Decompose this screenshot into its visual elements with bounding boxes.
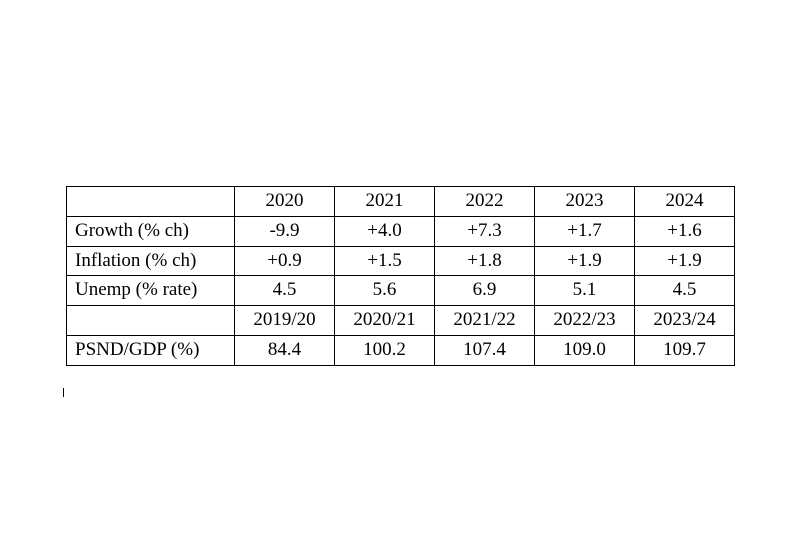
table-row-psnd-gdp: PSND/GDP (%) 84.4 100.2 107.4 109.0 109.…	[67, 335, 735, 365]
col-header: 2022	[435, 187, 535, 217]
cell-value: 100.2	[335, 335, 435, 365]
cell-value: 4.5	[235, 276, 335, 306]
col-header: 2021	[335, 187, 435, 217]
cell-value: 109.0	[535, 335, 635, 365]
row-label	[67, 306, 235, 336]
col-header: 2024	[635, 187, 735, 217]
cell-value: +1.9	[535, 246, 635, 276]
cell-value: 109.7	[635, 335, 735, 365]
col-header: 2020/21	[335, 306, 435, 336]
col-header: 2023/24	[635, 306, 735, 336]
cell-value: +1.8	[435, 246, 535, 276]
decorative-mark	[63, 388, 64, 397]
cell-value: +4.0	[335, 216, 435, 246]
table-row-inflation: Inflation (% ch) +0.9 +1.5 +1.8 +1.9 +1.…	[67, 246, 735, 276]
cell-value: +1.6	[635, 216, 735, 246]
cell-value: 84.4	[235, 335, 335, 365]
col-header: 2021/22	[435, 306, 535, 336]
table-row-header-years: 2020 2021 2022 2023 2024	[67, 187, 735, 217]
row-label: Growth (% ch)	[67, 216, 235, 246]
table-row-growth: Growth (% ch) -9.9 +4.0 +7.3 +1.7 +1.6	[67, 216, 735, 246]
cell-value: +1.9	[635, 246, 735, 276]
cell-value: +7.3	[435, 216, 535, 246]
cell-value: 6.9	[435, 276, 535, 306]
row-label: Unemp (% rate)	[67, 276, 235, 306]
page: 2020 2021 2022 2023 2024 Growth (% ch) -…	[0, 0, 800, 533]
cell-value: -9.9	[235, 216, 335, 246]
cell-value: +0.9	[235, 246, 335, 276]
cell-value: +1.7	[535, 216, 635, 246]
col-header: 2022/23	[535, 306, 635, 336]
cell-value: +1.5	[335, 246, 435, 276]
col-header: 2020	[235, 187, 335, 217]
row-label: Inflation (% ch)	[67, 246, 235, 276]
cell-value: 4.5	[635, 276, 735, 306]
economic-forecast-table: 2020 2021 2022 2023 2024 Growth (% ch) -…	[66, 186, 735, 366]
cell-value: 107.4	[435, 335, 535, 365]
cell-value: 5.6	[335, 276, 435, 306]
col-header: 2023	[535, 187, 635, 217]
row-label: PSND/GDP (%)	[67, 335, 235, 365]
cell-value: 5.1	[535, 276, 635, 306]
table-row-header-fiscal-years: 2019/20 2020/21 2021/22 2022/23 2023/24	[67, 306, 735, 336]
row-label	[67, 187, 235, 217]
col-header: 2019/20	[235, 306, 335, 336]
table-row-unemployment: Unemp (% rate) 4.5 5.6 6.9 5.1 4.5	[67, 276, 735, 306]
